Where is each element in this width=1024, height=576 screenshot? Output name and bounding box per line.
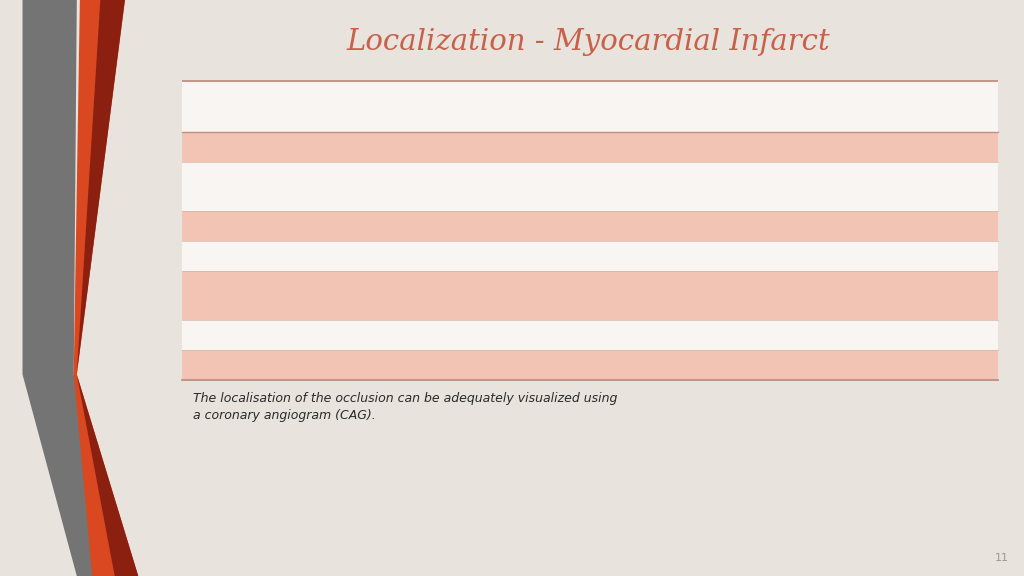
- Text: I, aVL, V5, V6: I, aVL, V5, V6: [413, 220, 499, 233]
- Text: Atrial MI: Atrial MI: [190, 359, 243, 372]
- Text: high R in V1-V3 with ST
depression V1-V3 > 2mm
(mirror view): high R in V1-V3 with ST depression V1-V3…: [568, 274, 732, 318]
- Text: Localization: Localization: [233, 100, 312, 113]
- Polygon shape: [23, 0, 133, 576]
- Text: V1, V4R: V1, V4R: [430, 329, 481, 342]
- Text: I, aVL: I, aVL: [633, 329, 668, 342]
- Text: II, III, aVF: II, III, aVF: [426, 250, 485, 263]
- Text: I, aVL (lateral lead): I, aVL (lateral lead): [589, 250, 712, 263]
- Text: ST elevation: ST elevation: [415, 100, 497, 113]
- Text: Inferior MI: Inferior MI: [190, 250, 255, 263]
- Text: Right Ventricle MI: Right Ventricle MI: [190, 329, 303, 342]
- Text: RCA: RCA: [862, 359, 889, 372]
- Text: II,III, aVF (inferior  leads): II,III, aVF (inferior leads): [571, 220, 729, 233]
- Text: LAD: LAD: [862, 141, 889, 154]
- Text: Coronary Artery: Coronary Artery: [822, 100, 929, 113]
- Text: Anterior MI: Anterior MI: [190, 141, 261, 154]
- Polygon shape: [77, 0, 138, 576]
- Text: None: None: [634, 141, 667, 154]
- Text: RCA (80%) or LCX (20%): RCA (80%) or LCX (20%): [798, 250, 953, 263]
- Bar: [182, 320, 998, 350]
- Text: V1-V4, disappearance
of septum Q in leads
V5,V6: V1-V4, disappearance of septum Q in lead…: [386, 165, 525, 209]
- Text: LCX: LCX: [863, 220, 888, 233]
- Text: Reciprocal
ST depression: Reciprocal ST depression: [603, 92, 697, 121]
- Text: 11: 11: [994, 554, 1009, 563]
- Text: Posterior MI: Posterior MI: [190, 289, 266, 302]
- Bar: [182, 271, 998, 320]
- Text: Localization - Myocardial Infarct: Localization - Myocardial Infarct: [347, 28, 830, 56]
- Text: Lateral MI: Lateral MI: [190, 220, 254, 233]
- Text: RCA: RCA: [862, 329, 889, 342]
- Bar: [182, 132, 998, 162]
- Polygon shape: [74, 0, 138, 576]
- Text: LAD: LAD: [862, 180, 889, 194]
- Bar: [182, 211, 998, 241]
- Text: Septal Mi: Septal Mi: [190, 180, 250, 194]
- Bar: [182, 81, 998, 132]
- Text: V7, V8, V9: V7, V8, V9: [422, 289, 489, 302]
- Bar: [182, 162, 998, 211]
- Text: PTa in I,II, or III: PTa in I,II, or III: [604, 359, 696, 372]
- Text: none: none: [634, 180, 667, 194]
- Bar: [182, 350, 998, 380]
- Bar: [182, 241, 998, 271]
- Text: PTa in I,V5,V6: PTa in I,V5,V6: [413, 359, 499, 372]
- Text: The localisation of the occlusion can be adequately visualized using
a coronary : The localisation of the occlusion can be…: [193, 392, 616, 422]
- Text: V1-V6: V1-V6: [437, 141, 474, 154]
- Text: RCA  or LCX: RCA or LCX: [838, 289, 913, 302]
